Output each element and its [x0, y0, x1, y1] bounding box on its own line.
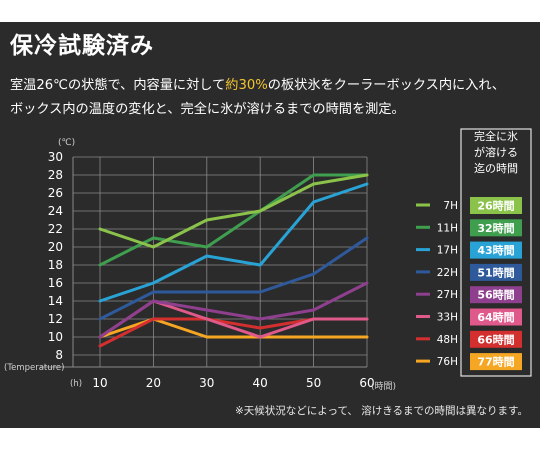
- y-tick-label: 8: [55, 348, 63, 362]
- series-line-7H: [98, 173, 369, 249]
- series-line-22H: [98, 236, 369, 321]
- melt-time-badge-11H: [470, 219, 522, 237]
- y-tick-label: 26: [48, 186, 63, 200]
- description-highlight: 約30%: [225, 78, 268, 93]
- legend-label-11H: 11H: [437, 222, 458, 234]
- melt-time-label-22H: 51時間: [477, 265, 514, 279]
- y-tick-label: 12: [48, 312, 63, 326]
- x-tick-label: 20: [146, 376, 161, 390]
- x-tick-label: 10: [92, 376, 107, 390]
- y-unit-label: (℃): [58, 138, 75, 148]
- y-tick-label: 10: [48, 330, 63, 344]
- description-post: の板状氷をクーラーボックス内に入れ、: [267, 78, 505, 93]
- series-line-17H: [98, 182, 369, 303]
- x-tick-label: 50: [306, 376, 321, 390]
- y-tick-label: 18: [48, 258, 63, 272]
- legend-label-7H: 7H: [443, 200, 458, 212]
- footnote: ※天候状況などによって、 溶けきるまでの時間は異なります。: [234, 405, 528, 417]
- melt-time-label-7H: 26時間: [477, 199, 514, 213]
- description-line-2: ボックス内の温度の変化と、完全に氷が溶けるまでの時間を測定。: [10, 102, 405, 117]
- y-tick-label: 22: [48, 222, 63, 236]
- series-line-27H: [98, 281, 369, 339]
- melt-time-box-title-line-3: 迄の時間: [474, 162, 518, 175]
- melt-time-box-title-line-1: 完全に氷: [474, 130, 518, 143]
- melt-time-label-11H: 32時間: [477, 221, 514, 235]
- y-tick-label: 14: [48, 294, 63, 308]
- series-line-11H: [98, 173, 369, 267]
- y-axis-label: (Temperature): [4, 363, 64, 373]
- y-tick-label: 24: [48, 204, 63, 218]
- legend-label-33H: 33H: [437, 312, 458, 324]
- page-title: 保冷試験済み: [10, 33, 154, 59]
- x-tick-label: 30: [199, 376, 214, 390]
- y-tick-label: 28: [48, 168, 63, 182]
- melt-time-label-27H: 56時間: [477, 288, 514, 302]
- melt-time-badge-7H: [470, 197, 522, 214]
- melt-time-badge-76H: [470, 353, 522, 371]
- x-end-label: (時間): [371, 381, 396, 392]
- y-tick-label: 20: [48, 240, 63, 254]
- content-panel: 保冷試験済み 室温26℃の状態で、内容量に対して約30%の板状氷をクーラーボック…: [0, 22, 540, 428]
- melt-time-label-17H: 43時間: [477, 243, 514, 257]
- melt-time-label-33H: 64時間: [477, 310, 514, 324]
- melt-time-box: [460, 128, 532, 377]
- melt-time-label-76H: 77時間: [477, 355, 514, 369]
- melt-time-badge-27H: [470, 286, 522, 304]
- melt-time-label-48H: 66時間: [477, 332, 514, 346]
- y-tick-label: 30: [48, 150, 63, 164]
- legend-label-22H: 22H: [437, 267, 458, 279]
- description-line-1: 室温26℃の状態で、内容量に対して約30%の板状氷をクーラーボックス内に入れ、: [10, 74, 505, 93]
- melt-time-badge-17H: [470, 241, 522, 259]
- melt-time-badge-22H: [470, 263, 522, 281]
- melt-time-box-title: 完全に氷 が溶ける 迄の時間: [461, 129, 531, 177]
- melt-time-box-title-line-2: が溶ける: [474, 146, 518, 159]
- melt-time-badge-33H: [470, 308, 522, 326]
- legend-label-48H: 48H: [437, 334, 458, 346]
- x-tick-label: 40: [253, 376, 268, 390]
- x-unit-label: (h): [70, 379, 82, 389]
- legend-label-27H: 27H: [437, 289, 458, 301]
- y-tick-label: 16: [48, 276, 63, 290]
- melt-time-badge-48H: [470, 330, 522, 348]
- x-tick-label: 60: [359, 376, 374, 390]
- legend-label-17H: 17H: [437, 245, 458, 257]
- legend-label-76H: 76H: [437, 356, 458, 368]
- description-pre: 室温26℃の状態で、内容量に対して: [10, 78, 226, 93]
